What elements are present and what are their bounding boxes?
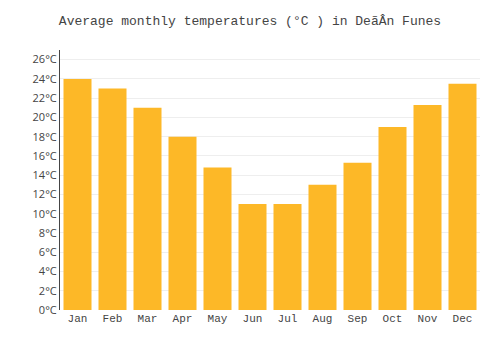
svg-text:Oct: Oct [383,313,403,325]
svg-text:Jul: Jul [278,313,298,325]
svg-text:22°C: 22°C [33,90,57,105]
svg-text:8°C: 8°C [39,225,57,240]
svg-text:6°C: 6°C [39,244,57,259]
svg-text:26°C: 26°C [33,51,57,66]
svg-text:Jan: Jan [68,313,88,325]
svg-text:May: May [208,313,228,325]
svg-text:Average monthly temperatures (: Average monthly temperatures (°C ) in De… [59,14,441,29]
svg-text:2°C: 2°C [39,283,57,298]
svg-text:Aug: Aug [313,313,333,325]
svg-text:24°C: 24°C [33,71,57,86]
svg-text:Sep: Sep [348,313,368,325]
svg-text:Feb: Feb [103,313,123,325]
svg-text:12°C: 12°C [33,186,57,201]
svg-text:14°C: 14°C [33,167,57,182]
svg-text:0°C: 0°C [39,302,57,317]
svg-text:Jun: Jun [243,313,263,325]
svg-text:Dec: Dec [453,313,473,325]
svg-text:20°C: 20°C [33,109,57,124]
svg-text:16°C: 16°C [33,148,57,163]
svg-text:4°C: 4°C [39,263,57,278]
svg-text:Apr: Apr [173,313,193,325]
svg-text:Mar: Mar [138,313,158,325]
svg-text:18°C: 18°C [33,129,57,144]
svg-text:Nov: Nov [418,313,438,325]
svg-text:10°C: 10°C [33,206,57,221]
